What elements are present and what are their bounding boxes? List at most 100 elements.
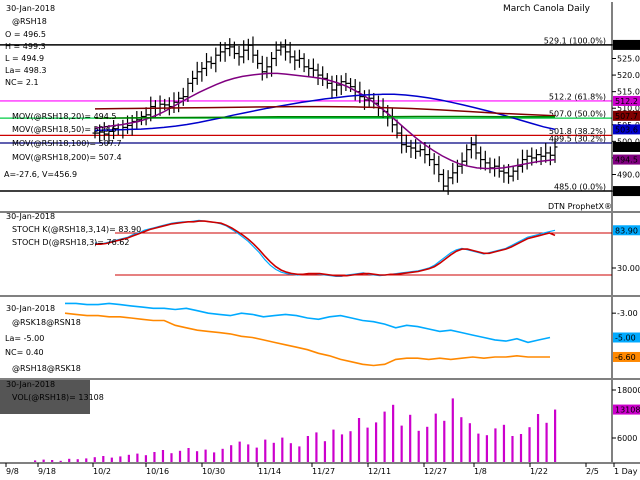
- vol-tag-text: 13108: [615, 406, 640, 415]
- price-bar: [241, 40, 247, 64]
- info-open: O = 496.5: [5, 30, 46, 39]
- info-net-change: NC= 2.1: [5, 78, 39, 87]
- price-tag-text: 503.6: [615, 125, 638, 134]
- price-tick-label: 500.0: [617, 137, 640, 146]
- price-bar: [101, 122, 107, 141]
- spread-line-spread_hk: [64, 312, 550, 367]
- volume-bar: [102, 456, 105, 462]
- volume-bar: [170, 453, 173, 462]
- price-bar: [533, 149, 539, 164]
- price-tag-text: 498.3: [615, 143, 638, 152]
- price-tag-text: 529.1: [615, 41, 638, 50]
- extra-label: A=-27.6, V=456.9: [4, 170, 77, 179]
- volume-bar: [306, 436, 309, 462]
- price-bar: [269, 52, 275, 77]
- price-bar: [440, 169, 446, 192]
- volume-bar: [468, 423, 471, 462]
- spread-hk-label: @RSH18@RSK18: [12, 364, 81, 373]
- fib-level-label: 507.0 (50.0%): [549, 110, 606, 119]
- volume-bar: [238, 441, 241, 462]
- volume-bar: [204, 449, 207, 462]
- price-tag-bg: [613, 95, 640, 106]
- stochastic-panel: 83.90 30.00: [94, 219, 640, 277]
- price-bar: [217, 41, 223, 62]
- stoch-k-label: STOCH K(@RSH18,3,14)= 83.90: [12, 225, 141, 234]
- price-bar: [524, 149, 530, 170]
- price-tag-bg: [613, 39, 640, 50]
- spread-tag-text: -5.00: [615, 334, 636, 343]
- price-bar: [417, 144, 423, 157]
- volume-bar: [409, 414, 412, 462]
- price-bar: [538, 146, 544, 166]
- price-bar: [190, 70, 196, 93]
- volume-bar: [323, 441, 327, 462]
- chart-title: March Canola Daily: [503, 4, 591, 14]
- x-tick-label: 10/16: [146, 467, 169, 476]
- price-bar: [222, 42, 228, 62]
- ma100-label: MOV(@RSH18,100)= 507.7: [12, 139, 122, 148]
- main-date-label: 30-Jan-2018: [6, 4, 55, 13]
- volume-bar: [272, 442, 275, 462]
- price-bar: [478, 146, 484, 170]
- x-tick-label: 12/27: [424, 467, 447, 476]
- price-tag-text: 512.2: [615, 97, 638, 106]
- price-bar: [468, 137, 474, 159]
- volume-bar: [110, 457, 113, 462]
- volume-bar: [528, 427, 531, 462]
- price-tag-bg: [613, 154, 640, 165]
- x-tick-label: 11/14: [258, 467, 281, 476]
- symbol-label: @RSH18: [12, 17, 47, 26]
- fib-level-label: 499.5 (30.2%): [549, 135, 606, 144]
- price-bar: [547, 146, 553, 166]
- price-tick-label: 490.0: [617, 170, 640, 179]
- price-bar: [166, 97, 172, 116]
- spread-date-label: 30-Jan-2018: [6, 304, 55, 313]
- price-bar: [306, 59, 312, 78]
- stoch-date-label: 30-Jan-2018: [6, 212, 55, 221]
- volume-bar: [213, 452, 216, 462]
- volume-bar: [349, 431, 352, 462]
- volume-bar: [161, 450, 165, 462]
- volume-bar: [477, 433, 480, 462]
- volume-bar: [298, 446, 301, 462]
- stoch-tick-label: 30.00: [617, 264, 640, 273]
- volume-bar: [383, 411, 386, 462]
- x-tick-label: 2/5: [586, 467, 599, 476]
- volume-bar: [332, 429, 335, 462]
- price-bar: [227, 38, 233, 57]
- volume-bar: [144, 455, 148, 462]
- volume-bar: [76, 459, 79, 462]
- volume-bar: [264, 439, 267, 462]
- volume-bar: [255, 447, 258, 462]
- volume-bar: [366, 427, 369, 462]
- price-bar: [496, 156, 502, 178]
- volume-bar: [400, 425, 403, 462]
- price-panel: 529.1 (100.0%) 512.2 (61.8%) 507.0 (50.0%)…: [0, 36, 640, 197]
- volume-bar: [187, 448, 190, 462]
- price-bar: [519, 149, 525, 173]
- price-tick-label: 520.0: [617, 71, 640, 80]
- price-bar: [236, 45, 242, 66]
- spread-tag-bg: [613, 332, 640, 343]
- price-bar: [464, 144, 470, 167]
- x-tick-label: 12/11: [368, 467, 391, 476]
- price-bar: [413, 139, 419, 159]
- volume-bar: [127, 454, 130, 462]
- price-bar: [552, 138, 558, 163]
- info-last: La= 498.3: [5, 66, 47, 75]
- price-bar: [315, 63, 321, 86]
- volume-bar: [451, 398, 454, 462]
- spread-tag-text: -6.60: [615, 353, 636, 362]
- spread-line-spread_kn: [65, 302, 551, 344]
- volume-bar: [68, 458, 71, 462]
- stoch-tag-bg: [613, 225, 640, 236]
- vol-date-label: 30-Jan-2018: [6, 380, 55, 389]
- volume-bar: [545, 422, 548, 462]
- volume-bar: [502, 424, 506, 462]
- price-bar: [431, 153, 437, 175]
- stoch-line-stoch_d: [95, 220, 556, 277]
- x-tick-label: 1 Day: [614, 467, 638, 476]
- volume-bar: [42, 459, 45, 462]
- volume-bar: [460, 417, 463, 462]
